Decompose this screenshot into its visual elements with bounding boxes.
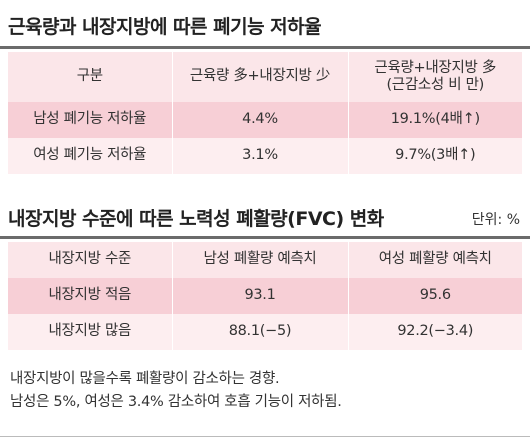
table-row: 내장지방 많음 88.1(−5) 92.2(−3.4) — [8, 314, 522, 350]
cell-value: 4.4% — [171, 102, 348, 138]
table-header-row: 구분 근육량 多+내장지방 少 근육량+내장지방 多 (근감소성 비 만) — [8, 52, 522, 102]
cell-value: 92.2(−3.4) — [347, 314, 522, 350]
cell-value: 88.1(−5) — [171, 314, 348, 350]
row-label-female: 여성 폐기능 저하율 — [33, 147, 147, 164]
table-row: 여성 폐기능 저하율 3.1% 9.7%(3배↑) — [8, 138, 522, 174]
table-row: 남성 폐기능 저하율 4.4% 19.1%(4배↑) — [8, 102, 522, 138]
cell-value: 3.1% — [171, 138, 348, 174]
header-muscle-high-fat-low: 근육량 多+내장지방 少 — [171, 52, 348, 102]
section1-top-rule — [0, 46, 530, 49]
header-sarcopenic-obesity: 근육량+내장지방 多 (근감소성 비 만) — [347, 52, 522, 102]
footnote-line: 남성은 5%, 여성은 3.4% 감소하여 호흡 기능이 저하됨. — [10, 394, 342, 410]
cell-value: 95.6 — [347, 278, 522, 314]
row-label-low-fat: 내장지방 적음 — [48, 287, 132, 304]
header-visceral-fat-level: 내장지방 수준 — [48, 251, 132, 268]
header-category: 구분 — [76, 68, 103, 85]
lung-function-decline-table: 구분 근육량 多+내장지방 少 근육량+내장지방 多 (근감소성 비 만) 남성… — [8, 52, 522, 174]
header-male-fvc: 남성 폐활량 예측치 — [171, 242, 348, 278]
fvc-change-table: 내장지방 수준 남성 폐활량 예측치 여성 폐활량 예측치 내장지방 적음 93… — [8, 242, 522, 350]
cell-value: 93.1 — [171, 278, 348, 314]
cell-value: 9.7%(3배↑) — [347, 138, 522, 174]
section2-title: 내장지방 수준에 따른 노력성 폐활량(FVC) 변화 — [8, 208, 384, 230]
table-row: 내장지방 적음 93.1 95.6 — [8, 278, 522, 314]
section1-title: 근육량과 내장지방에 따른 폐기능 저하율 — [8, 16, 322, 38]
cell-value: 19.1%(4배↑) — [347, 102, 522, 138]
footnote: 내장지방이 많을수록 폐활량이 감소하는 경향. 남성은 5%, 여성은 3.4… — [10, 368, 342, 414]
header-female-fvc: 여성 폐활량 예측치 — [347, 242, 522, 278]
footnote-line: 내장지방이 많을수록 폐활량이 감소하는 경향. — [10, 371, 280, 387]
row-label-high-fat: 내장지방 많음 — [48, 323, 132, 340]
row-label-male: 남성 폐기능 저하율 — [33, 111, 147, 128]
bottom-divider — [0, 436, 530, 437]
section2-top-rule — [0, 236, 530, 239]
unit-label: 단위: % — [471, 212, 520, 228]
table-header-row: 내장지방 수준 남성 폐활량 예측치 여성 폐활량 예측치 — [8, 242, 522, 278]
